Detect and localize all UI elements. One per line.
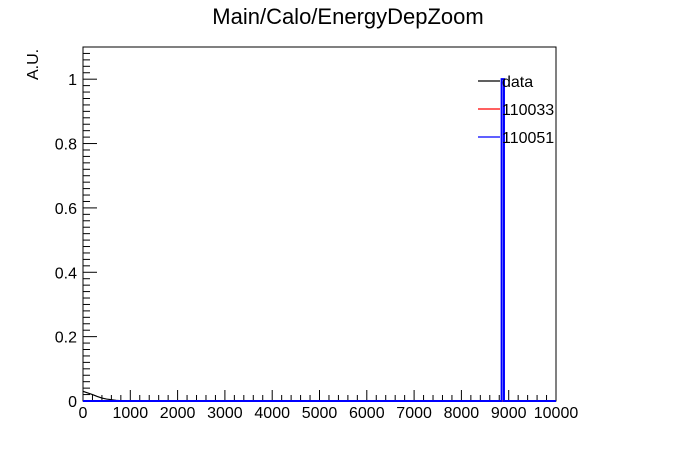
x-tick-label: 7000 (396, 405, 432, 422)
y-tick-label: 0.4 (55, 265, 77, 282)
y-tick-label: 0 (68, 394, 77, 411)
x-tick-label: 4000 (254, 405, 290, 422)
x-tick-label: 9000 (491, 405, 527, 422)
y-axis-ticks: 0 0.2 0.4 0.6 0.8 1 (55, 46, 97, 411)
y-tick-label: 0.2 (55, 330, 77, 347)
legend-entry: 110051 (502, 130, 554, 147)
x-tick-label: 1000 (113, 405, 149, 422)
x-tick-label: 2000 (160, 405, 196, 422)
y-axis-label: A.U. (25, 49, 42, 80)
legend-entry: 110033 (502, 102, 554, 119)
y-tick-label: 0.6 (55, 201, 77, 218)
legend: data 110033 110051 (478, 74, 554, 147)
x-tick-label: 8000 (444, 405, 480, 422)
x-tick-label: 6000 (349, 405, 385, 422)
x-tick-label: 10000 (534, 405, 579, 422)
x-axis-ticks: 0 1000 2000 3000 4000 5000 6000 7000 8000 9000 100… (79, 390, 579, 422)
series-layer (82, 78, 556, 402)
y-tick-label: 1 (68, 72, 77, 89)
x-tick-label: 0 (79, 405, 88, 422)
plot-frame (82, 46, 557, 402)
x-tick-label: 5000 (302, 405, 338, 422)
x-tick-label: 3000 (207, 405, 243, 422)
legend-entry: data (502, 74, 533, 91)
chart-title: Main/Calo/EnergyDepZoom (212, 4, 483, 29)
series-line-110051 (83, 78, 556, 402)
y-tick-label: 0.8 (55, 137, 77, 154)
